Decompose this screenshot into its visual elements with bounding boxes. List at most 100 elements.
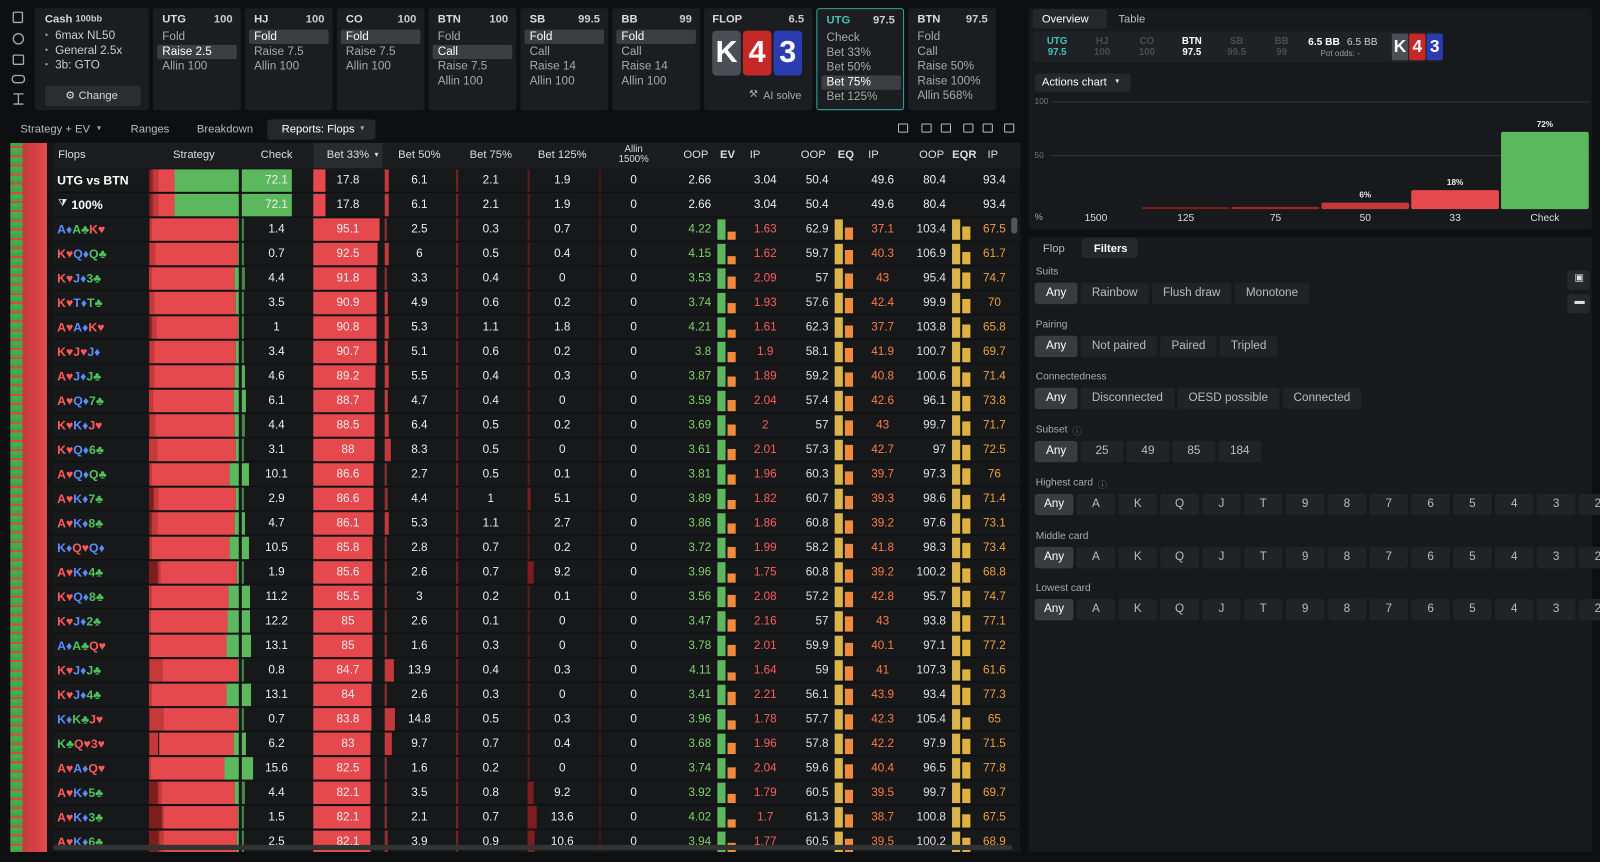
filter-option[interactable]: 8 [1327,599,1367,621]
action-option[interactable]: Fold [524,29,605,44]
column-header[interactable]: Bet 50% [398,148,441,162]
filter-option[interactable]: 49 [1126,440,1170,463]
filter-option[interactable]: 2 [1578,546,1600,568]
action-option[interactable]: Raise 7.5 [254,45,304,58]
column-header[interactable]: Strategy [172,148,215,162]
action-option[interactable]: Fold [917,30,941,43]
filter-option[interactable]: K [1118,546,1158,568]
filter-option[interactable]: J [1202,599,1241,621]
filter-option[interactable]: 9 [1285,546,1325,568]
filter-option[interactable]: A [1076,546,1116,568]
save-icon[interactable] [1567,293,1590,314]
action-option[interactable]: Allin 100 [529,74,575,88]
column-header[interactable]: IP [987,148,999,162]
ai-solve-button[interactable]: AI solve [763,89,802,103]
action-option[interactable]: Fold [340,29,421,44]
action-option[interactable]: Call [529,45,550,58]
column-header[interactable]: Check [260,148,293,162]
chart-dropdown[interactable] [1034,73,1131,92]
tab[interactable]: Strategy + EV [20,123,90,136]
filter-option[interactable]: 3 [1536,546,1576,568]
action-option[interactable]: Raise 7.5 [437,60,488,73]
filter-option[interactable]: 2 [1578,599,1600,621]
action-option[interactable]: Call [917,45,938,58]
overview-tab[interactable]: Table [1118,13,1146,26]
filter-option[interactable]: 9 [1285,599,1325,621]
column-header[interactable]: IP [749,148,761,162]
filter-option[interactable]: Disconnected [1080,388,1175,410]
column-header[interactable]: OOP [919,148,945,162]
filter-option[interactable]: T [1243,546,1283,568]
toolbar-icon[interactable] [1004,123,1015,133]
action-option[interactable]: Raise 7.5 [345,45,396,58]
filter-option[interactable]: 7 [1369,599,1409,621]
column-header[interactable]: EV [720,148,736,162]
filter-option[interactable]: Tripled [1219,335,1278,357]
action-option[interactable]: Raise 2.5 [157,44,237,59]
filter-option[interactable]: Q [1160,493,1199,516]
filter-option[interactable]: 6 [1411,599,1450,621]
filter-option[interactable]: 9 [1285,493,1325,516]
action-option[interactable]: Bet 75% [821,74,902,90]
action-option[interactable]: Fold [437,30,461,43]
overview-tab[interactable]: Overview [1041,13,1089,26]
filter-option[interactable]: J [1202,493,1241,516]
toolbar-icon[interactable] [897,123,909,133]
change-button[interactable]: ⚙ Change [44,85,141,107]
filter-option[interactable]: A [1076,599,1116,621]
action-option[interactable]: Fold [248,29,329,44]
filter-option[interactable]: 85 [1172,440,1216,463]
filter-option[interactable]: Connected [1282,388,1362,410]
filter-option[interactable]: 7 [1369,493,1409,516]
filter-option[interactable]: 4 [1494,546,1534,568]
filter-option[interactable]: 8 [1327,546,1367,568]
filter-option[interactable]: Any [1034,599,1074,621]
action-option[interactable]: Allin 568% [917,89,973,103]
save-icon[interactable] [1567,270,1590,290]
filter-option[interactable]: Rainbow [1080,282,1149,305]
filters-tab[interactable]: Filters [1093,242,1128,256]
filter-option[interactable]: 25 [1080,440,1124,463]
column-header[interactable]: EQR [952,148,977,162]
filter-option[interactable]: Any [1034,282,1078,305]
column-header[interactable]: OOP [800,148,826,162]
filter-option[interactable]: 4 [1494,599,1534,621]
filter-option[interactable]: Paired [1160,335,1217,357]
filter-option[interactable]: 4 [1494,493,1534,516]
action-option[interactable]: Allin 100 [437,74,483,88]
column-header[interactable]: Flops [58,148,86,162]
filter-option[interactable]: T [1243,599,1283,621]
filter-option[interactable]: 8 [1327,493,1367,516]
filter-option[interactable]: Any [1034,335,1078,357]
filter-option[interactable]: Q [1160,599,1199,621]
toolbar-icon[interactable] [963,123,974,133]
column-header[interactable]: Bet 33% [326,148,370,162]
action-option[interactable]: Raise 14 [529,60,576,73]
filter-option[interactable]: 3 [1536,599,1576,621]
filter-option[interactable]: Monotone [1234,282,1310,305]
filters-tab[interactable]: Flop [1042,242,1065,256]
action-option[interactable]: Allin 100 [254,60,300,73]
column-header[interactable]: OOP [683,148,709,162]
column-header[interactable]: EQ [837,148,855,162]
filter-option[interactable]: K [1118,493,1158,516]
action-option[interactable]: Bet 125% [826,90,878,104]
action-option[interactable]: Fold [616,29,696,44]
filter-option[interactable]: Not paired [1080,335,1158,357]
action-option[interactable]: Allin 100 [621,74,667,88]
filter-option[interactable]: Any [1034,440,1078,463]
column-header[interactable]: Allin 1500% [618,143,649,166]
action-option[interactable]: Allin 100 [162,60,208,73]
filter-option[interactable]: 7 [1369,546,1409,568]
action-option[interactable]: Bet 33% [826,46,871,59]
action-option[interactable]: Bet 50% [826,61,871,74]
column-header[interactable]: IP [868,148,879,162]
tab[interactable]: Breakdown [196,123,254,136]
filter-option[interactable]: 6 [1411,493,1450,516]
filter-option[interactable]: Any [1034,388,1078,410]
action-option[interactable]: Call [621,45,642,58]
column-header[interactable]: Bet 125% [537,148,587,162]
toolbar-icon[interactable] [921,123,932,133]
action-option[interactable]: Raise 14 [621,60,668,73]
tab[interactable]: Reports: Flops [281,123,355,136]
